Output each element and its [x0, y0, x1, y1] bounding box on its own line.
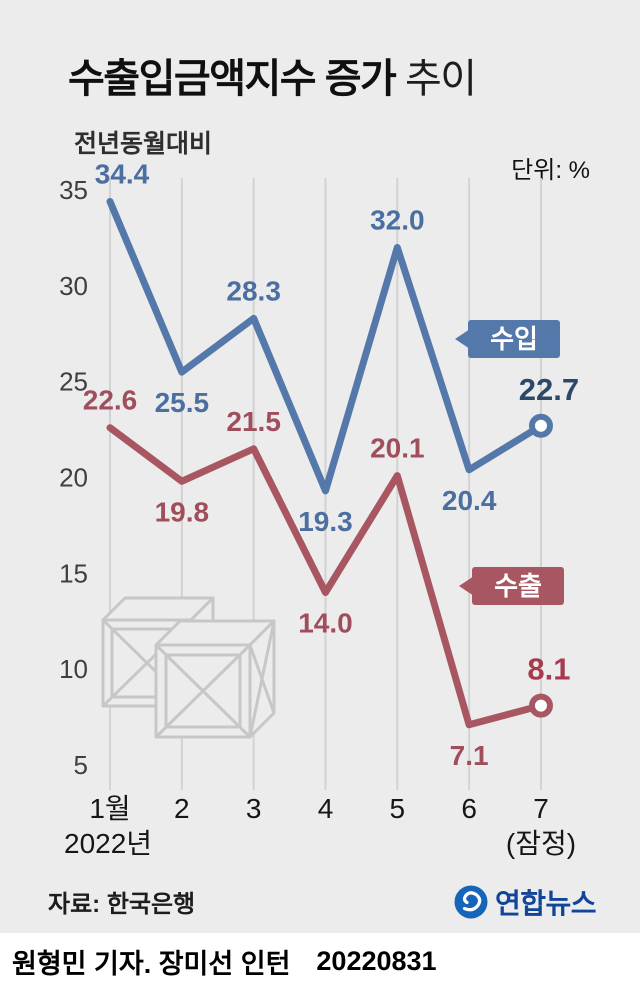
- series-badge-label: 수출: [494, 571, 542, 601]
- y-tick-label: 20: [59, 463, 88, 493]
- crates-illustration: [101, 596, 276, 739]
- y-tick-label: 15: [59, 558, 88, 588]
- series-endpoint-수출: [528, 693, 553, 718]
- series-endpoint-수입: [528, 413, 553, 438]
- x-tick-label: 1월: [89, 793, 130, 824]
- value-label-수입: 34.4: [95, 159, 150, 190]
- x-tick-label: 2: [174, 793, 190, 824]
- yonhap-logo-text: 연합뉴스: [494, 888, 597, 919]
- value-label-수출: 19.8: [155, 496, 210, 527]
- series-line-수출: [106, 424, 545, 729]
- value-label-수입: 22.7: [519, 372, 579, 407]
- value-label-수입: 20.4: [442, 485, 497, 516]
- x-tick-label: 3: [246, 793, 262, 824]
- value-label-수입: 32.0: [370, 205, 425, 236]
- series-badge-수출: [472, 567, 564, 605]
- value-label-수출: 14.0: [298, 608, 353, 639]
- source-label: 자료: 한국은행: [48, 891, 196, 918]
- x-axis-year-label: 2022년: [64, 828, 152, 859]
- page-title-main: 수출입금액지수 증가: [68, 57, 397, 101]
- y-tick-label: 5: [74, 750, 88, 780]
- series-badge-label: 수입: [490, 324, 538, 354]
- chart-subtitle: 전년동월대비: [74, 130, 213, 158]
- value-label-수입: 25.5: [155, 387, 210, 418]
- value-label-수입: 28.3: [226, 275, 281, 306]
- series-badge-수입: [468, 320, 560, 358]
- value-label-수출: 22.6: [83, 385, 138, 416]
- y-tick-label: 25: [59, 367, 88, 397]
- value-label-수출: 8.1: [527, 652, 570, 687]
- crate-front-diagonal: [154, 643, 252, 739]
- yonhap-logo: 연합뉴스: [454, 882, 597, 922]
- footer-byline: 원형민 기자. 장미선 인턴: [12, 948, 291, 979]
- series-line-수입: [106, 198, 545, 495]
- y-tick-label: 10: [59, 654, 88, 684]
- x-axis-provisional-label: (잠정): [506, 828, 576, 859]
- footer-bar: 원형민 기자. 장미선 인턴 20220831: [0, 933, 640, 989]
- series-badge-pointer: [455, 329, 470, 349]
- footer-date: 20220831: [316, 945, 437, 976]
- series-layer: 34.4 25.5 28.3 19.3 32.0 20.4 22.7 수입 22.6 19.8 21…: [83, 159, 579, 771]
- value-label-수입: 19.3: [298, 506, 353, 537]
- value-label-수출: 20.1: [370, 433, 425, 464]
- page-title-suffix: 추이: [395, 57, 477, 101]
- x-tick-label: 4: [318, 793, 334, 824]
- value-label-수출: 7.1: [450, 740, 489, 771]
- y-tick-label: 35: [59, 175, 88, 205]
- x-tick-label: 5: [390, 793, 406, 824]
- crate-front-frame: [164, 653, 242, 729]
- unit-label: 단위: %: [511, 157, 590, 184]
- crate-front-side-diagonal: [248, 620, 276, 738]
- value-label-수출: 21.5: [226, 406, 281, 437]
- series-badge-pointer: [459, 576, 474, 596]
- yonhap-globe-icon: [454, 885, 488, 919]
- page-title: 수출입금액지수 증가 추이: [68, 46, 477, 104]
- x-tick-label: 7: [533, 793, 549, 824]
- y-tick-label: 30: [59, 271, 88, 301]
- x-tick-label: 6: [461, 793, 477, 824]
